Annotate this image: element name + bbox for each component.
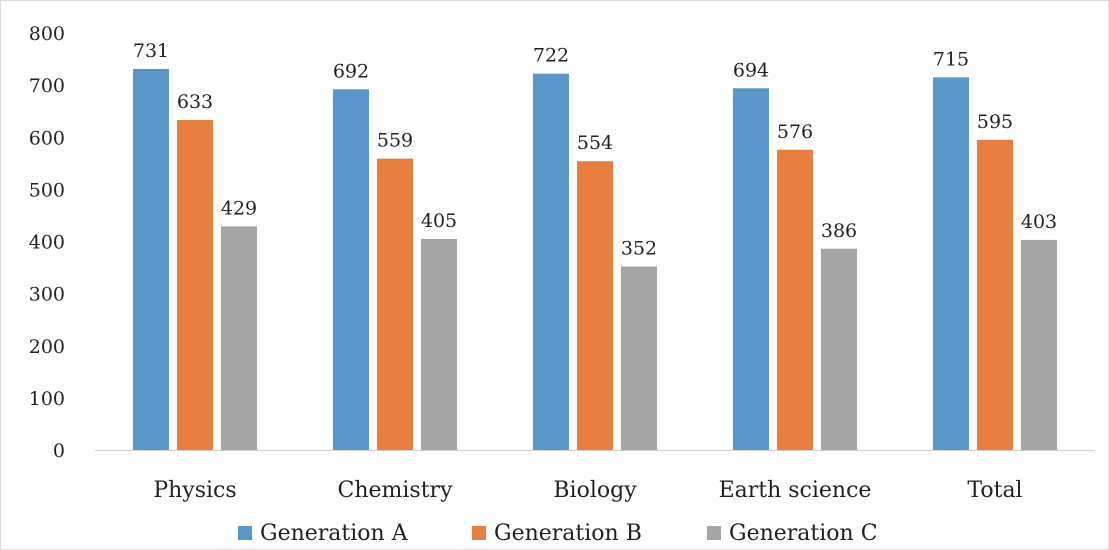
data-label: 559 (377, 130, 413, 152)
bar (1021, 239, 1057, 450)
data-label: 576 (777, 121, 813, 143)
bars-group (133, 68, 1057, 451)
y-tick-label: 600 (29, 127, 65, 149)
data-label: 692 (333, 60, 369, 82)
data-label: 352 (621, 238, 657, 260)
legend-label: Generation C (729, 521, 878, 546)
y-axis: 0 100 200 300 400 500 600 700 800 (29, 23, 65, 462)
data-label: 554 (577, 132, 613, 154)
bar (577, 161, 613, 451)
legend-swatch (707, 526, 721, 540)
bar (821, 248, 857, 450)
bar (621, 266, 657, 450)
y-tick-label: 800 (29, 23, 65, 45)
data-label: 386 (821, 220, 857, 242)
bar (221, 226, 257, 450)
data-label: 405 (421, 210, 457, 232)
x-category-label: Physics (153, 478, 236, 503)
bar (421, 238, 457, 450)
bar (133, 68, 169, 450)
legend-label: Generation A (260, 521, 409, 546)
data-label: 595 (977, 111, 1013, 133)
legend-swatch (472, 526, 486, 540)
data-label: 633 (177, 91, 213, 113)
legend: Generation A Generation B Generation C (238, 521, 878, 546)
data-label: 722 (533, 45, 569, 67)
data-label: 731 (133, 40, 169, 62)
y-tick-label: 200 (29, 336, 65, 358)
data-label: 694 (733, 59, 769, 81)
bar (533, 73, 569, 450)
y-tick-label: 100 (29, 388, 65, 410)
data-labels-group: 731 633 429 692 559 405 722 554 352 694 576 386 715 5… (133, 40, 1057, 260)
x-category-label: Earth science (719, 478, 872, 503)
bar (933, 77, 969, 451)
x-category-label: Total (967, 478, 1022, 503)
bar (333, 89, 369, 451)
y-tick-label: 400 (29, 232, 65, 254)
bar (977, 139, 1013, 450)
legend-swatch (238, 526, 252, 540)
bar (377, 158, 413, 450)
bar (177, 120, 213, 450)
data-label: 715 (933, 48, 969, 70)
y-tick-label: 0 (53, 440, 65, 462)
y-tick-label: 500 (29, 179, 65, 201)
y-tick-label: 700 (29, 75, 65, 97)
bar (733, 88, 769, 450)
data-label: 403 (1021, 211, 1057, 233)
x-category-label: Biology (553, 478, 637, 503)
x-category-label: Chemistry (338, 478, 454, 503)
data-label: 429 (221, 197, 257, 219)
y-tick-label: 300 (29, 284, 65, 306)
legend-label: Generation B (494, 521, 642, 546)
x-axis: Physics Chemistry Biology Earth science Tota… (95, 450, 1095, 503)
bar (777, 149, 813, 450)
